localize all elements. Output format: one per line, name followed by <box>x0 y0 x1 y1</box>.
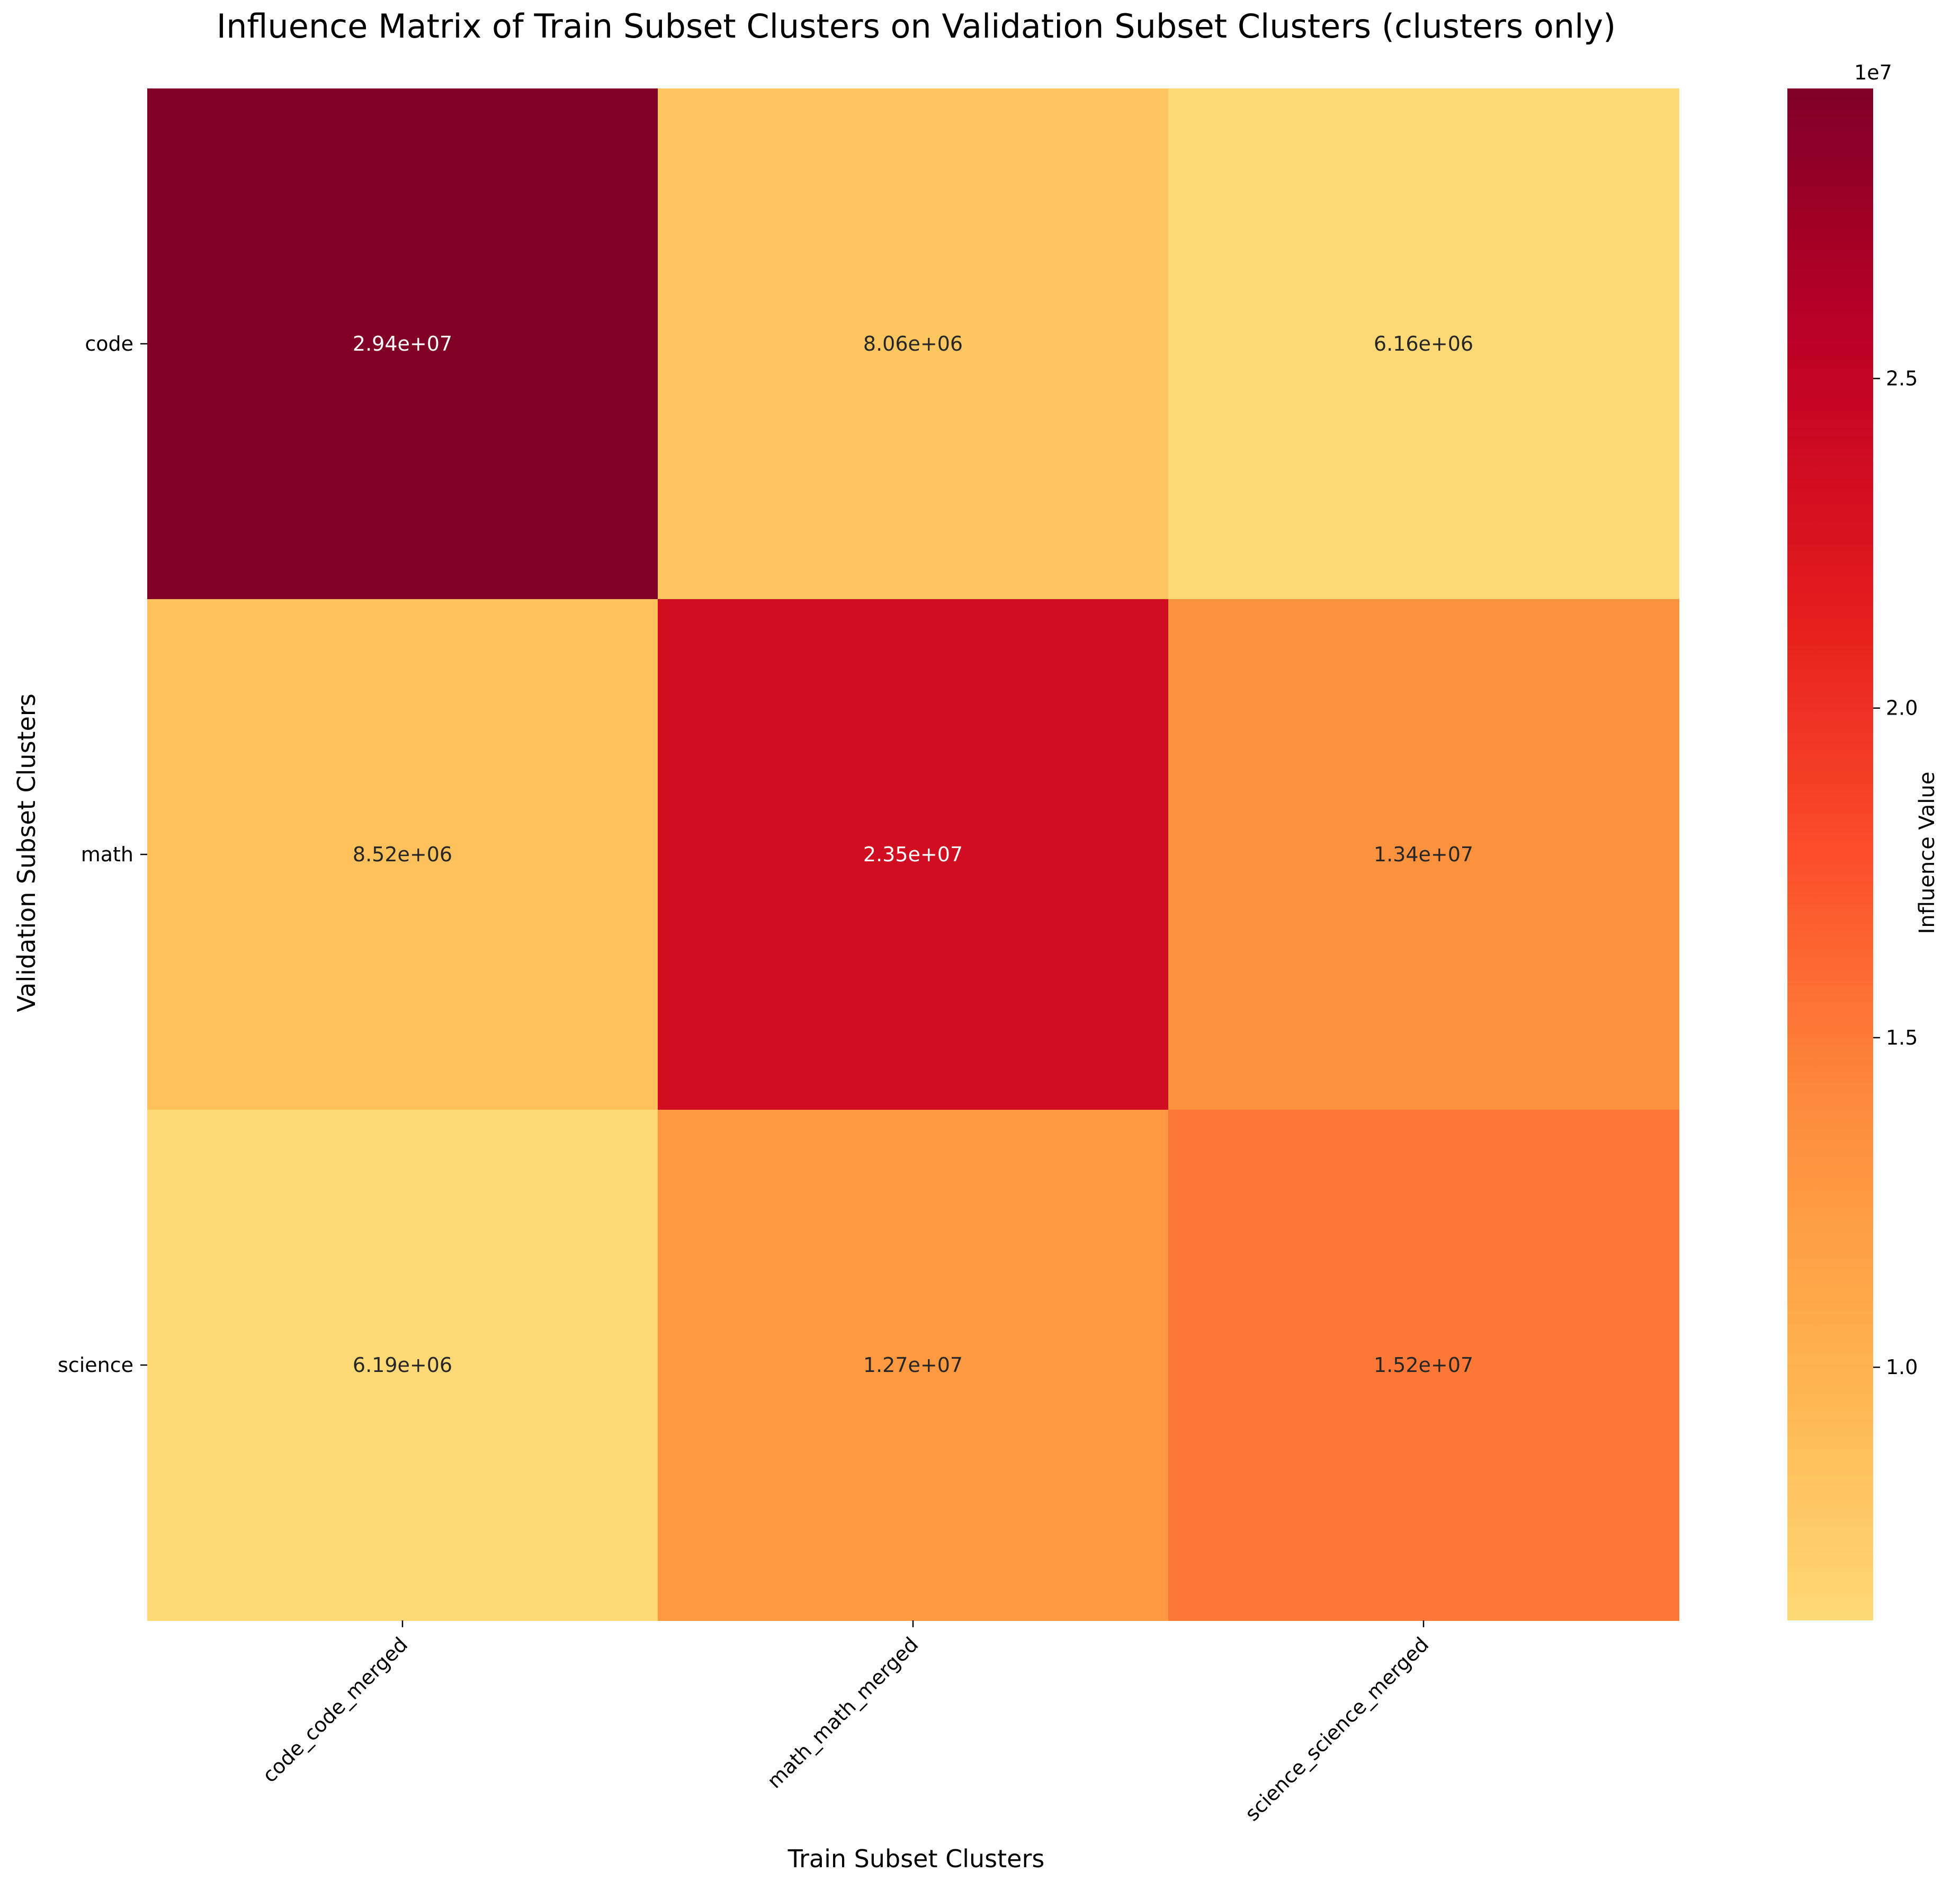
x-axis-ticks: code_code_merged math_math_merged science_… <box>258 1620 1433 1825</box>
colorbar-label: Influence Value <box>1915 772 1939 934</box>
y-tick-label: math <box>81 843 133 866</box>
colorbar: 1.0 1.5 2.0 2.5 1e7 Influence Value <box>1787 61 1939 1620</box>
x-axis-label: Train Subset Clusters <box>787 1844 1045 1873</box>
colorbar-ticks: 1.0 1.5 2.0 2.5 <box>1873 367 1918 1379</box>
heatmap-cell-label: 2.35e+07 <box>863 843 963 866</box>
heatmap-cell-label: 2.94e+07 <box>353 332 452 355</box>
colorbar-offset-label: 1e7 <box>1854 61 1892 84</box>
heatmap-cell-label: 1.34e+07 <box>1374 843 1473 866</box>
heatmap-cell-label: 6.16e+06 <box>1374 332 1473 355</box>
heatmap-cell-math-code_code_merged <box>147 599 658 1110</box>
x-tick-label: code_code_merged <box>258 1633 413 1787</box>
heatmap-cell-science-math_math_merged <box>658 1110 1169 1621</box>
x-tick-label: math_math_merged <box>763 1633 923 1793</box>
heatmap-cell-label: 8.52e+06 <box>353 843 452 866</box>
heatmap-cell-math-math_math_merged <box>658 599 1169 1110</box>
colorbar-tick-label: 1.0 <box>1886 1356 1918 1379</box>
heatmap-cell-label: 1.27e+07 <box>863 1353 963 1377</box>
heatmap-cell-science-code_code_merged <box>147 1110 658 1621</box>
heatmap-cell-label: 8.06e+06 <box>863 332 963 355</box>
colorbar-gradient <box>1787 88 1873 1620</box>
chart-title: Influence Matrix of Train Subset Cluster… <box>217 7 1616 46</box>
heatmap-cell-code-code_code_merged <box>147 88 658 600</box>
heatmap-cell-code-science_science_merged <box>1168 88 1679 600</box>
heatmap-cell-math-science_science_merged <box>1168 599 1679 1110</box>
heatmap-cell-label: 1.52e+07 <box>1374 1353 1473 1377</box>
heatmap-cell-code-math_math_merged <box>658 88 1169 600</box>
heatmap-cell-label: 6.19e+06 <box>353 1353 452 1377</box>
heatmap-cell-science-science_science_merged <box>1168 1110 1679 1621</box>
y-axis-label: Validation Subset Clusters <box>12 693 41 1012</box>
colorbar-tick-label: 2.0 <box>1886 697 1918 720</box>
y-tick-label: code <box>85 332 133 355</box>
heatmap-cell-labels: 2.94e+07 8.06e+06 6.16e+06 8.52e+06 2.35e+07… <box>353 332 1473 1377</box>
colorbar-tick-label: 1.5 <box>1886 1026 1918 1049</box>
y-tick-label: science <box>58 1353 133 1377</box>
colorbar-tick-label: 2.5 <box>1886 367 1918 390</box>
x-tick-label: science_science_merged <box>1240 1633 1433 1825</box>
y-axis-ticks: code math science <box>58 332 147 1377</box>
heatmap-cells <box>147 88 1679 1621</box>
